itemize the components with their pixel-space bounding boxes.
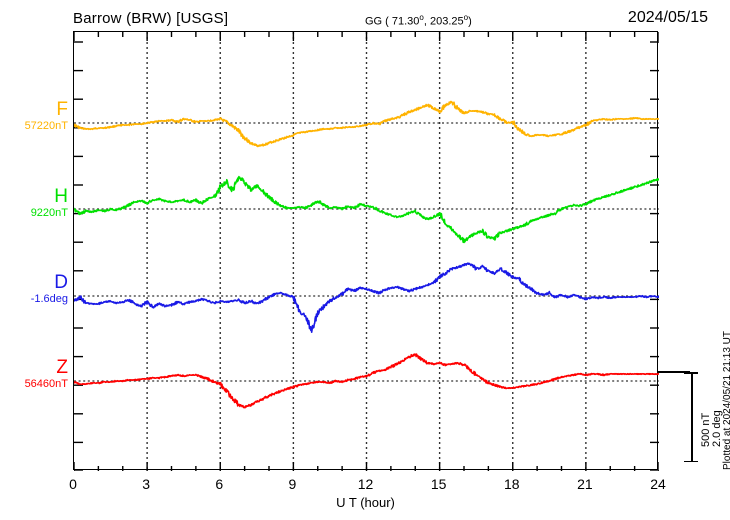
trace-baseline-z: 56460nT	[24, 378, 68, 390]
x-axis-title: U T (hour)	[336, 495, 395, 510]
trace-f	[74, 100, 659, 148]
trace-label-d: D -1.6deg	[0, 273, 68, 306]
x-tick-label-21: 21	[577, 476, 593, 492]
trace-d	[74, 262, 659, 334]
x-tick-label-0: 0	[69, 476, 77, 492]
trace-symbol-z: Z	[56, 357, 68, 378]
degree-symbol-lat: o	[419, 13, 424, 22]
trace-baseline-h: 9220nT	[30, 207, 68, 219]
trace-symbol-d: D	[54, 272, 68, 293]
station-title: Barrow (BRW) [USGS]	[73, 10, 229, 27]
plotted-at-timestamp: Plotted at 2024/05/21 21:13 UT	[722, 331, 730, 470]
trace-symbol-h: H	[54, 186, 68, 207]
trace-symbol-f: F	[56, 99, 68, 120]
geo-mid: , 203.25	[423, 15, 464, 28]
x-tick-label-6: 6	[215, 476, 224, 492]
x-tick-label-12: 12	[357, 476, 374, 492]
trace-layer	[74, 100, 659, 409]
x-tick-label-3: 3	[142, 476, 151, 492]
trace-baseline-f: 57220nT	[24, 120, 68, 132]
trace-h	[74, 175, 659, 244]
tick-layer	[74, 32, 659, 471]
trace-z	[74, 353, 659, 409]
trace-label-h: H 9220nT	[0, 187, 68, 220]
scalebar-cap-bottom	[684, 460, 698, 462]
trace-baseline-d: -1.6deg	[30, 293, 68, 305]
geo-suffix: )	[468, 15, 472, 28]
degree-symbol-lon: o	[463, 13, 469, 22]
geographic-coordinates: GG ( 71.30o, 203.25o)	[365, 13, 472, 28]
x-tick-label-15: 15	[430, 476, 447, 492]
magnetogram-plot-area	[73, 31, 659, 471]
observation-date: 2024/05/15	[627, 9, 708, 26]
amplitude-scalebar	[684, 372, 698, 462]
x-tick-label-18: 18	[503, 476, 520, 492]
trace-label-z: Z 56460nT	[0, 358, 68, 391]
grid-layer	[74, 32, 659, 471]
trace-label-f: F 57220nT	[0, 100, 68, 133]
x-tick-label-24: 24	[650, 476, 666, 492]
scalebar-line	[691, 372, 693, 462]
scalebar-connector	[658, 371, 690, 373]
x-tick-label-9: 9	[288, 476, 297, 492]
geo-prefix: GG ( 71.30	[365, 15, 420, 28]
